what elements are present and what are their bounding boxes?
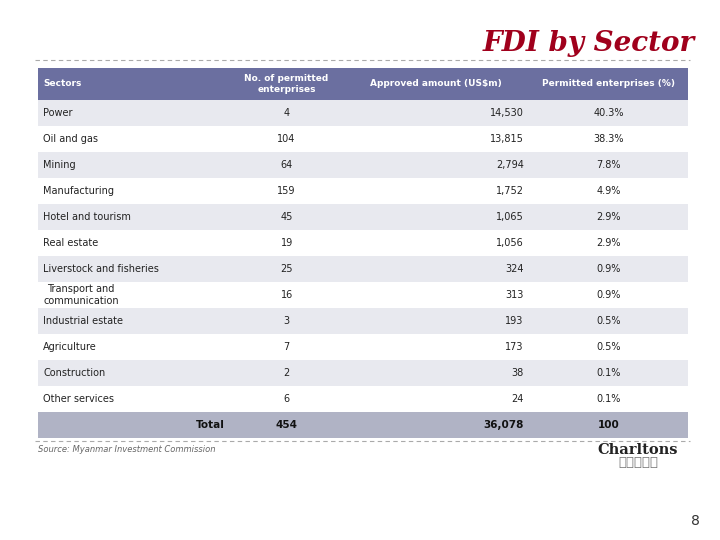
Text: Industrial estate: Industrial estate bbox=[43, 316, 123, 326]
Text: 100: 100 bbox=[598, 420, 619, 430]
Text: 4.9%: 4.9% bbox=[596, 186, 621, 196]
Text: 38: 38 bbox=[511, 368, 523, 378]
Text: Hotel and tourism: Hotel and tourism bbox=[43, 212, 131, 222]
Text: Construction: Construction bbox=[43, 368, 105, 378]
Text: No. of permitted
enterprises: No. of permitted enterprises bbox=[245, 75, 329, 94]
Text: Source: Myanmar Investment Commission: Source: Myanmar Investment Commission bbox=[38, 445, 215, 454]
Bar bbox=[38, 100, 688, 126]
Text: 1,752: 1,752 bbox=[496, 186, 523, 196]
Text: 173: 173 bbox=[505, 342, 523, 352]
Text: Transport and
communication: Transport and communication bbox=[43, 285, 119, 306]
Text: 0.9%: 0.9% bbox=[596, 290, 621, 300]
Text: 38.3%: 38.3% bbox=[593, 134, 624, 144]
Text: Sectors: Sectors bbox=[43, 79, 81, 89]
Text: Permitted enterprises (%): Permitted enterprises (%) bbox=[542, 79, 675, 89]
Text: 0.5%: 0.5% bbox=[596, 342, 621, 352]
Text: Liverstock and fisheries: Liverstock and fisheries bbox=[43, 264, 159, 274]
Text: 易周律师行: 易周律师行 bbox=[618, 456, 658, 469]
Bar bbox=[38, 308, 688, 334]
Bar bbox=[38, 230, 688, 256]
Bar bbox=[38, 334, 688, 360]
Text: Total: Total bbox=[196, 420, 225, 430]
Text: 7.8%: 7.8% bbox=[596, 160, 621, 170]
Bar bbox=[38, 360, 688, 386]
Text: 24: 24 bbox=[511, 394, 523, 404]
Text: Charltons: Charltons bbox=[598, 443, 678, 457]
Text: 40.3%: 40.3% bbox=[593, 108, 624, 118]
Text: 454: 454 bbox=[276, 420, 297, 430]
Bar bbox=[38, 256, 688, 282]
Text: Oil and gas: Oil and gas bbox=[43, 134, 98, 144]
Text: 6: 6 bbox=[284, 394, 289, 404]
Text: Other services: Other services bbox=[43, 394, 114, 404]
Text: 2.9%: 2.9% bbox=[596, 212, 621, 222]
Text: 36,078: 36,078 bbox=[483, 420, 523, 430]
Text: 324: 324 bbox=[505, 264, 523, 274]
Text: 193: 193 bbox=[505, 316, 523, 326]
Text: FDI by Sector: FDI by Sector bbox=[483, 30, 695, 57]
Text: Real estate: Real estate bbox=[43, 238, 98, 248]
Text: 2.9%: 2.9% bbox=[596, 238, 621, 248]
Bar bbox=[38, 204, 688, 230]
Text: 7: 7 bbox=[284, 342, 289, 352]
Text: 3: 3 bbox=[284, 316, 289, 326]
Text: Approved amount (US$m): Approved amount (US$m) bbox=[370, 79, 502, 89]
Text: 0.9%: 0.9% bbox=[596, 264, 621, 274]
Text: 0.5%: 0.5% bbox=[596, 316, 621, 326]
Text: 2,794: 2,794 bbox=[496, 160, 523, 170]
Text: 104: 104 bbox=[277, 134, 296, 144]
Text: 45: 45 bbox=[280, 212, 293, 222]
Text: 8: 8 bbox=[691, 514, 700, 528]
Bar bbox=[38, 126, 688, 152]
Bar bbox=[38, 412, 688, 438]
Text: 0.1%: 0.1% bbox=[596, 368, 621, 378]
Text: Power: Power bbox=[43, 108, 73, 118]
Text: Agriculture: Agriculture bbox=[43, 342, 96, 352]
Text: 0.1%: 0.1% bbox=[596, 394, 621, 404]
Text: 13,815: 13,815 bbox=[490, 134, 523, 144]
Text: 64: 64 bbox=[281, 160, 293, 170]
Text: Mining: Mining bbox=[43, 160, 76, 170]
Text: 19: 19 bbox=[281, 238, 293, 248]
Text: Manufacturing: Manufacturing bbox=[43, 186, 114, 196]
Text: 2: 2 bbox=[284, 368, 289, 378]
Text: 1,065: 1,065 bbox=[496, 212, 523, 222]
Text: 1,056: 1,056 bbox=[496, 238, 523, 248]
Bar bbox=[38, 152, 688, 178]
Text: 16: 16 bbox=[281, 290, 293, 300]
Text: 25: 25 bbox=[280, 264, 293, 274]
Bar bbox=[38, 68, 688, 100]
Text: 14,530: 14,530 bbox=[490, 108, 523, 118]
Text: 4: 4 bbox=[284, 108, 289, 118]
Text: 313: 313 bbox=[505, 290, 523, 300]
Bar bbox=[38, 386, 688, 412]
Text: 159: 159 bbox=[277, 186, 296, 196]
Bar bbox=[38, 178, 688, 204]
Bar bbox=[38, 282, 688, 308]
